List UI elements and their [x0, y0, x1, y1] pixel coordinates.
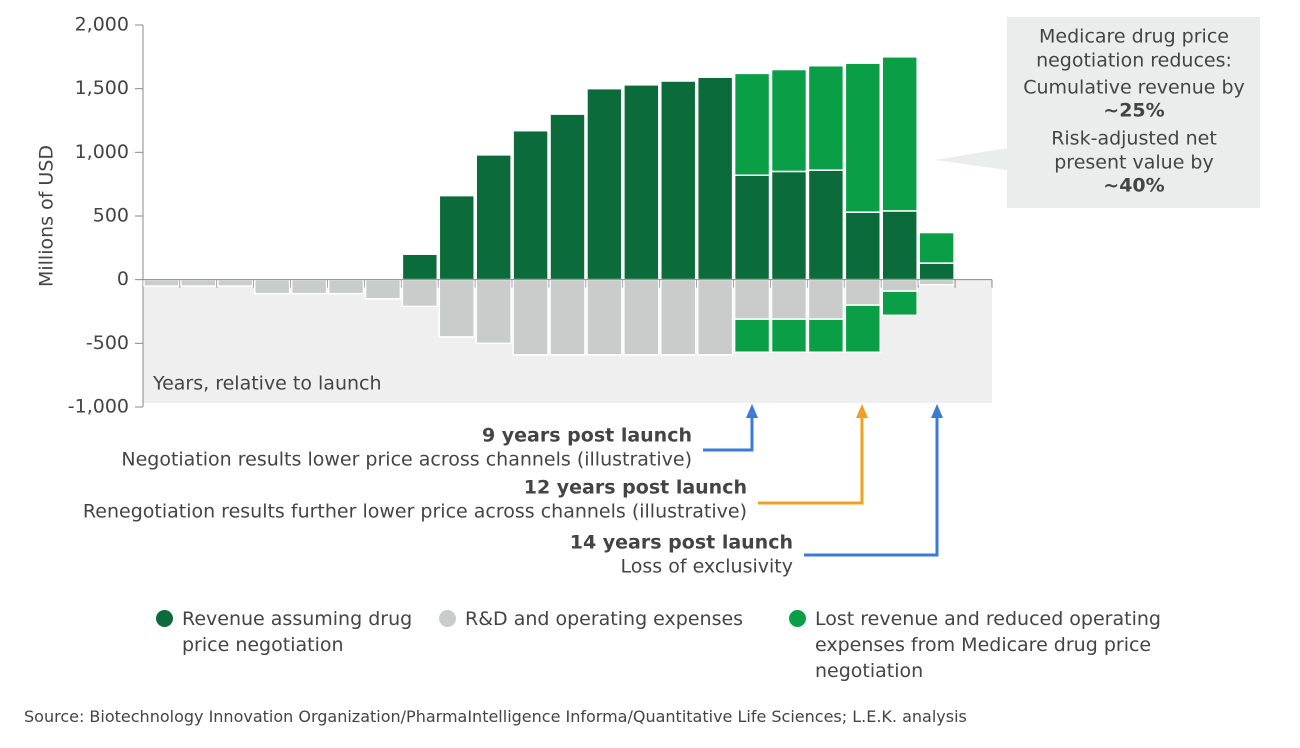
annotation-arrow [804, 416, 939, 557]
y-tick-label: 1,000 [75, 141, 129, 163]
bar [807, 278, 845, 320]
y-tick-label: 1,500 [75, 77, 129, 99]
callout-text: negotiation reduces: [1036, 50, 1232, 72]
bar [143, 278, 180, 287]
bar [623, 278, 660, 356]
bar [807, 169, 845, 281]
x-axis-label: Years, relative to launch [152, 373, 382, 395]
bar [918, 231, 955, 264]
bar [438, 194, 475, 281]
annotation-arrow [758, 416, 864, 505]
callout-text: ~40% [1103, 175, 1164, 197]
bar [844, 278, 882, 306]
bar [327, 278, 365, 295]
bar [290, 278, 328, 295]
bar [881, 290, 918, 317]
annotation-title: 14 years post launch [570, 532, 793, 554]
bar [623, 84, 660, 281]
bar [733, 278, 771, 320]
bar [770, 68, 808, 173]
bar [660, 80, 697, 281]
bar [881, 210, 918, 281]
bar [770, 278, 808, 320]
bar [438, 278, 475, 338]
y-tick-label: 500 [93, 205, 129, 227]
y-tick-label: 0 [117, 268, 129, 290]
arrow-head [931, 404, 943, 418]
bar [807, 64, 845, 171]
bar [364, 278, 402, 300]
annotation-text: Renegotiation results further lower pric… [83, 501, 747, 523]
y-tick-label: -500 [86, 332, 129, 354]
bar [401, 278, 439, 308]
callout-text: Cumulative revenue by [1023, 77, 1245, 99]
callout-text: Risk-adjusted net [1051, 128, 1217, 150]
bar [475, 278, 512, 345]
bar [512, 278, 549, 356]
bar [180, 278, 217, 287]
annotation-text: Negotiation results lower price across c… [121, 449, 692, 471]
callout-text: present value by [1054, 152, 1214, 174]
bar [696, 278, 734, 356]
arrow-head [746, 404, 758, 418]
bar [660, 278, 697, 356]
y-tick-label: 2,000 [75, 14, 129, 36]
callout-text: Medicare drug price [1039, 26, 1229, 48]
annotation-title: 12 years post launch [524, 477, 747, 499]
bar [549, 278, 586, 356]
legend-marker [439, 610, 456, 627]
bar [807, 318, 845, 353]
legend-marker [789, 610, 806, 627]
legend-label: Revenue assuming drug price negotiation [182, 608, 413, 656]
bar [918, 278, 955, 286]
callout-box [935, 17, 1260, 208]
source: Source: Biotechnology Innovation Organiz… [24, 707, 967, 726]
bar [844, 62, 882, 213]
legend-marker [156, 610, 173, 627]
bar [549, 113, 586, 281]
annotation-text: Loss of exclusivity [621, 556, 794, 578]
legend-item: Revenue assuming drug price negotiation [156, 606, 422, 658]
bar [770, 318, 808, 353]
bar [696, 76, 734, 281]
bar [881, 278, 918, 292]
arrow-head [856, 404, 868, 418]
bar [844, 304, 882, 353]
bar [217, 278, 254, 287]
bar [770, 170, 808, 281]
bar [844, 211, 882, 281]
y-axis-label: Millions of USD [36, 145, 58, 287]
bar [733, 318, 771, 353]
bar [918, 262, 955, 281]
bar [512, 129, 549, 281]
bar [733, 72, 771, 177]
bar [733, 174, 771, 281]
bar [253, 278, 291, 295]
callout-text: ~25% [1103, 100, 1164, 122]
legend-item: R&D and operating expenses [439, 606, 795, 632]
bar [586, 278, 623, 356]
annotation-arrow [703, 416, 754, 452]
bar [586, 87, 623, 281]
y-tick-label: -1,000 [68, 396, 129, 418]
legend-label: Lost revenue and reduced operating expen… [815, 608, 1161, 682]
legend-item: Lost revenue and reduced operating expen… [789, 606, 1185, 684]
bar [881, 56, 918, 212]
bar [401, 253, 439, 281]
annotation-title: 9 years post launch [482, 425, 692, 447]
bar [475, 154, 512, 281]
legend-label: R&D and operating expenses [465, 608, 744, 630]
